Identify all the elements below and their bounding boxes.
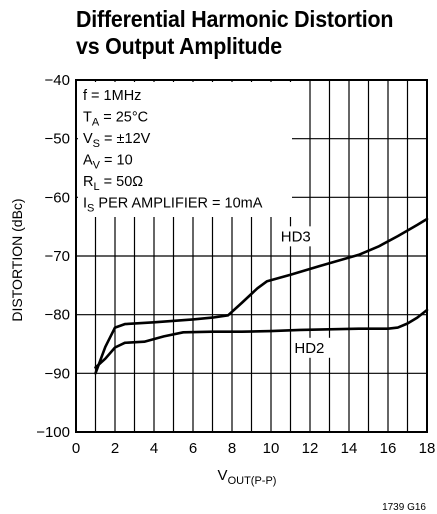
x-axis-label-sub: OUT(P-P): [228, 475, 277, 487]
condition-line: IS PER AMPLIFIER = 10mA: [83, 196, 263, 215]
chart-title-line-1: Differential Harmonic Distortion: [76, 6, 394, 32]
series-label-hd3: HD3: [281, 228, 311, 245]
y-tick-label: −50: [45, 131, 70, 148]
series-label-bg: [278, 226, 319, 247]
x-tick-label: 10: [263, 440, 280, 457]
y-tick-label: −70: [45, 248, 70, 265]
test-conditions: f = 1MHz TA = 25°C VS = ±12V AV = 10 RL = 50…: [83, 88, 263, 215]
series-labels: HD3 HD2: [278, 226, 333, 358]
x-tick-label: 14: [341, 440, 358, 457]
y-axis-label: DISTORTION (dBc): [9, 198, 25, 321]
series-label-hd2: HD2: [294, 340, 324, 357]
y-tick-label: −90: [45, 365, 70, 382]
y-tick-label: −40: [45, 72, 70, 89]
condition-line: f = 1MHz: [83, 88, 141, 104]
series-line-hd3: [94, 217, 429, 375]
series-line-hd2: [94, 308, 429, 369]
condition-line: TA = 25°C: [83, 110, 148, 129]
x-tick-label: 12: [302, 440, 319, 457]
x-tick-label: 4: [150, 440, 158, 457]
figure-id: 1739 G16: [382, 502, 426, 513]
y-tick-labels: −100 −90 −80 −70 −60 −50 −40: [36, 72, 70, 441]
x-tick-label: 6: [189, 440, 197, 457]
y-tick-label: −60: [45, 189, 70, 206]
series-label-bg: [292, 337, 333, 358]
x-tick-label: 8: [228, 440, 236, 457]
conditions-background: [78, 82, 292, 217]
x-tick-label: 18: [419, 440, 436, 457]
condition-line: AV = 10: [83, 153, 133, 172]
condition-line: VS = ±12V: [83, 131, 151, 150]
x-axis-label: VOUT(P-P): [218, 467, 277, 487]
y-tick-label: −100: [36, 424, 70, 441]
chart-title: Differential Harmonic Distortion vs Outp…: [76, 6, 394, 60]
x-tick-label: 0: [72, 440, 80, 457]
series-lines: [94, 217, 429, 375]
condition-line: RL = 50Ω: [83, 174, 143, 193]
x-tick-label: 16: [380, 440, 397, 457]
plot-frame: [75, 79, 428, 433]
x-tick-labels: 0 2 4 6 8 10 12 14 16 18: [72, 440, 436, 457]
chart-title-line-2: vs Output Amplitude: [76, 33, 283, 59]
x-tick-label: 2: [111, 440, 119, 457]
y-tick-label: −80: [45, 307, 70, 324]
x-axis-label-main: V: [218, 467, 228, 484]
